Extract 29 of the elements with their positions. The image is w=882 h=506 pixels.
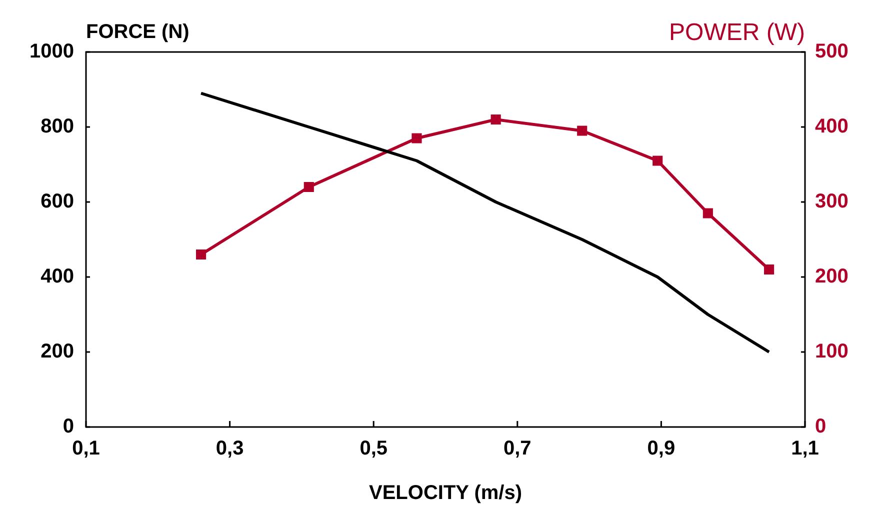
x-tick-label: 0,9: [647, 438, 676, 460]
y-tick-label: 200: [40, 340, 74, 363]
point: [764, 264, 774, 275]
y-tick-label: 400: [40, 266, 74, 288]
x-tick-label: 0,7: [503, 438, 532, 460]
y-tick-label: 600: [40, 190, 74, 213]
y-tick-label: 0: [62, 416, 74, 438]
y2-tick-label: 500: [815, 40, 848, 63]
x-axis-title: VELOCITY (m/s): [369, 482, 522, 504]
y-axis-title: FORCE (N): [86, 21, 190, 43]
point: [304, 182, 314, 192]
x-tick-label: 0,1: [72, 438, 100, 460]
y2-tick-label: 400: [815, 116, 848, 138]
y-tick-label: 800: [40, 116, 74, 138]
x-tick-label: 0,5: [360, 438, 388, 460]
y2-tick-label: 200: [815, 266, 848, 288]
point: [702, 208, 713, 218]
y2-tick-label: 300: [815, 190, 848, 213]
point: [577, 126, 588, 136]
x-tick-label: 0,3: [216, 438, 244, 460]
y-tick-label: 1000: [30, 40, 74, 63]
point: [196, 249, 206, 260]
point: [652, 156, 663, 166]
x-tick-label: 1,1: [791, 438, 819, 460]
y2-tick-label: 100: [815, 340, 848, 363]
point: [490, 114, 501, 125]
y2-tick-label: 0: [815, 416, 826, 438]
point: [412, 133, 422, 144]
y2-axis-title: POWER (W): [669, 19, 805, 46]
